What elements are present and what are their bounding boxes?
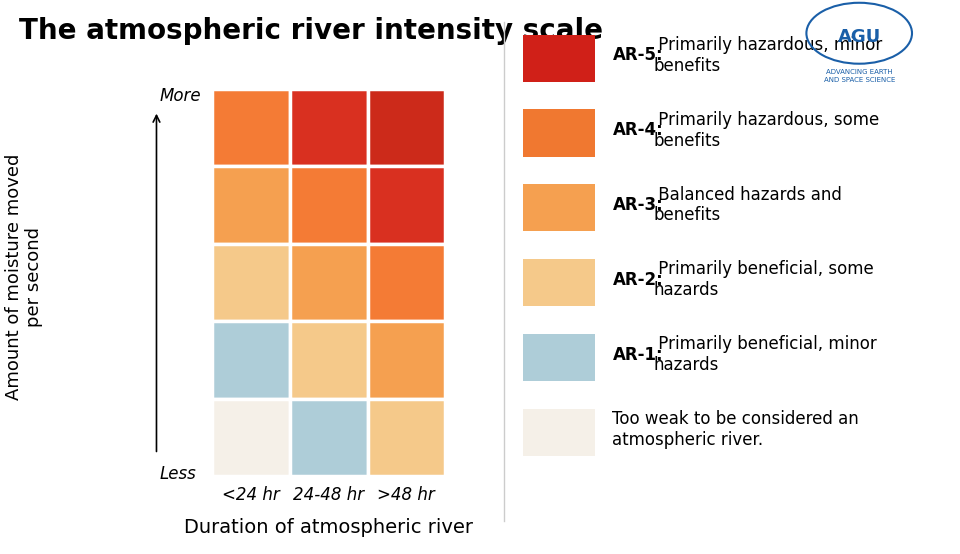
Bar	[290, 89, 368, 166]
Bar	[368, 89, 445, 166]
Text: AR-4:: AR-4:	[612, 121, 663, 139]
Bar	[290, 166, 368, 244]
X-axis label: Duration of atmospheric river: Duration of atmospheric river	[184, 518, 473, 537]
Text: AR-2:: AR-2:	[612, 271, 663, 289]
Bar	[212, 321, 290, 399]
Text: AGU: AGU	[837, 28, 881, 45]
Text: ADVANCING EARTH
AND SPACE SCIENCE: ADVANCING EARTH AND SPACE SCIENCE	[824, 69, 895, 83]
Bar	[290, 399, 368, 476]
Text: Amount of moisture moved
per second: Amount of moisture moved per second	[5, 154, 43, 400]
Bar	[368, 244, 445, 321]
Text: AR-5:: AR-5:	[612, 47, 663, 64]
Text: Primarily beneficial, minor
hazards: Primarily beneficial, minor hazards	[653, 335, 877, 374]
Text: AR-1:: AR-1:	[612, 346, 663, 363]
Text: AR-3:: AR-3:	[612, 196, 663, 214]
Bar	[290, 244, 368, 321]
Bar	[368, 166, 445, 244]
Text: Primarily hazardous, minor
benefits: Primarily hazardous, minor benefits	[653, 36, 882, 75]
Bar	[212, 399, 290, 476]
Text: Primarily hazardous, some
benefits: Primarily hazardous, some benefits	[653, 111, 879, 150]
Text: Balanced hazards and
benefits: Balanced hazards and benefits	[653, 186, 842, 224]
Text: More: More	[159, 88, 201, 105]
Bar	[212, 166, 290, 244]
Bar	[368, 321, 445, 399]
Bar	[368, 399, 445, 476]
Text: Too weak to be considered an
atmospheric river.: Too weak to be considered an atmospheric…	[612, 410, 859, 449]
Text: Primarily beneficial, some
hazards: Primarily beneficial, some hazards	[653, 260, 874, 299]
Bar	[212, 89, 290, 166]
Bar	[290, 321, 368, 399]
Text: Less: Less	[159, 465, 196, 483]
Bar	[212, 244, 290, 321]
Text: The atmospheric river intensity scale: The atmospheric river intensity scale	[19, 17, 603, 45]
